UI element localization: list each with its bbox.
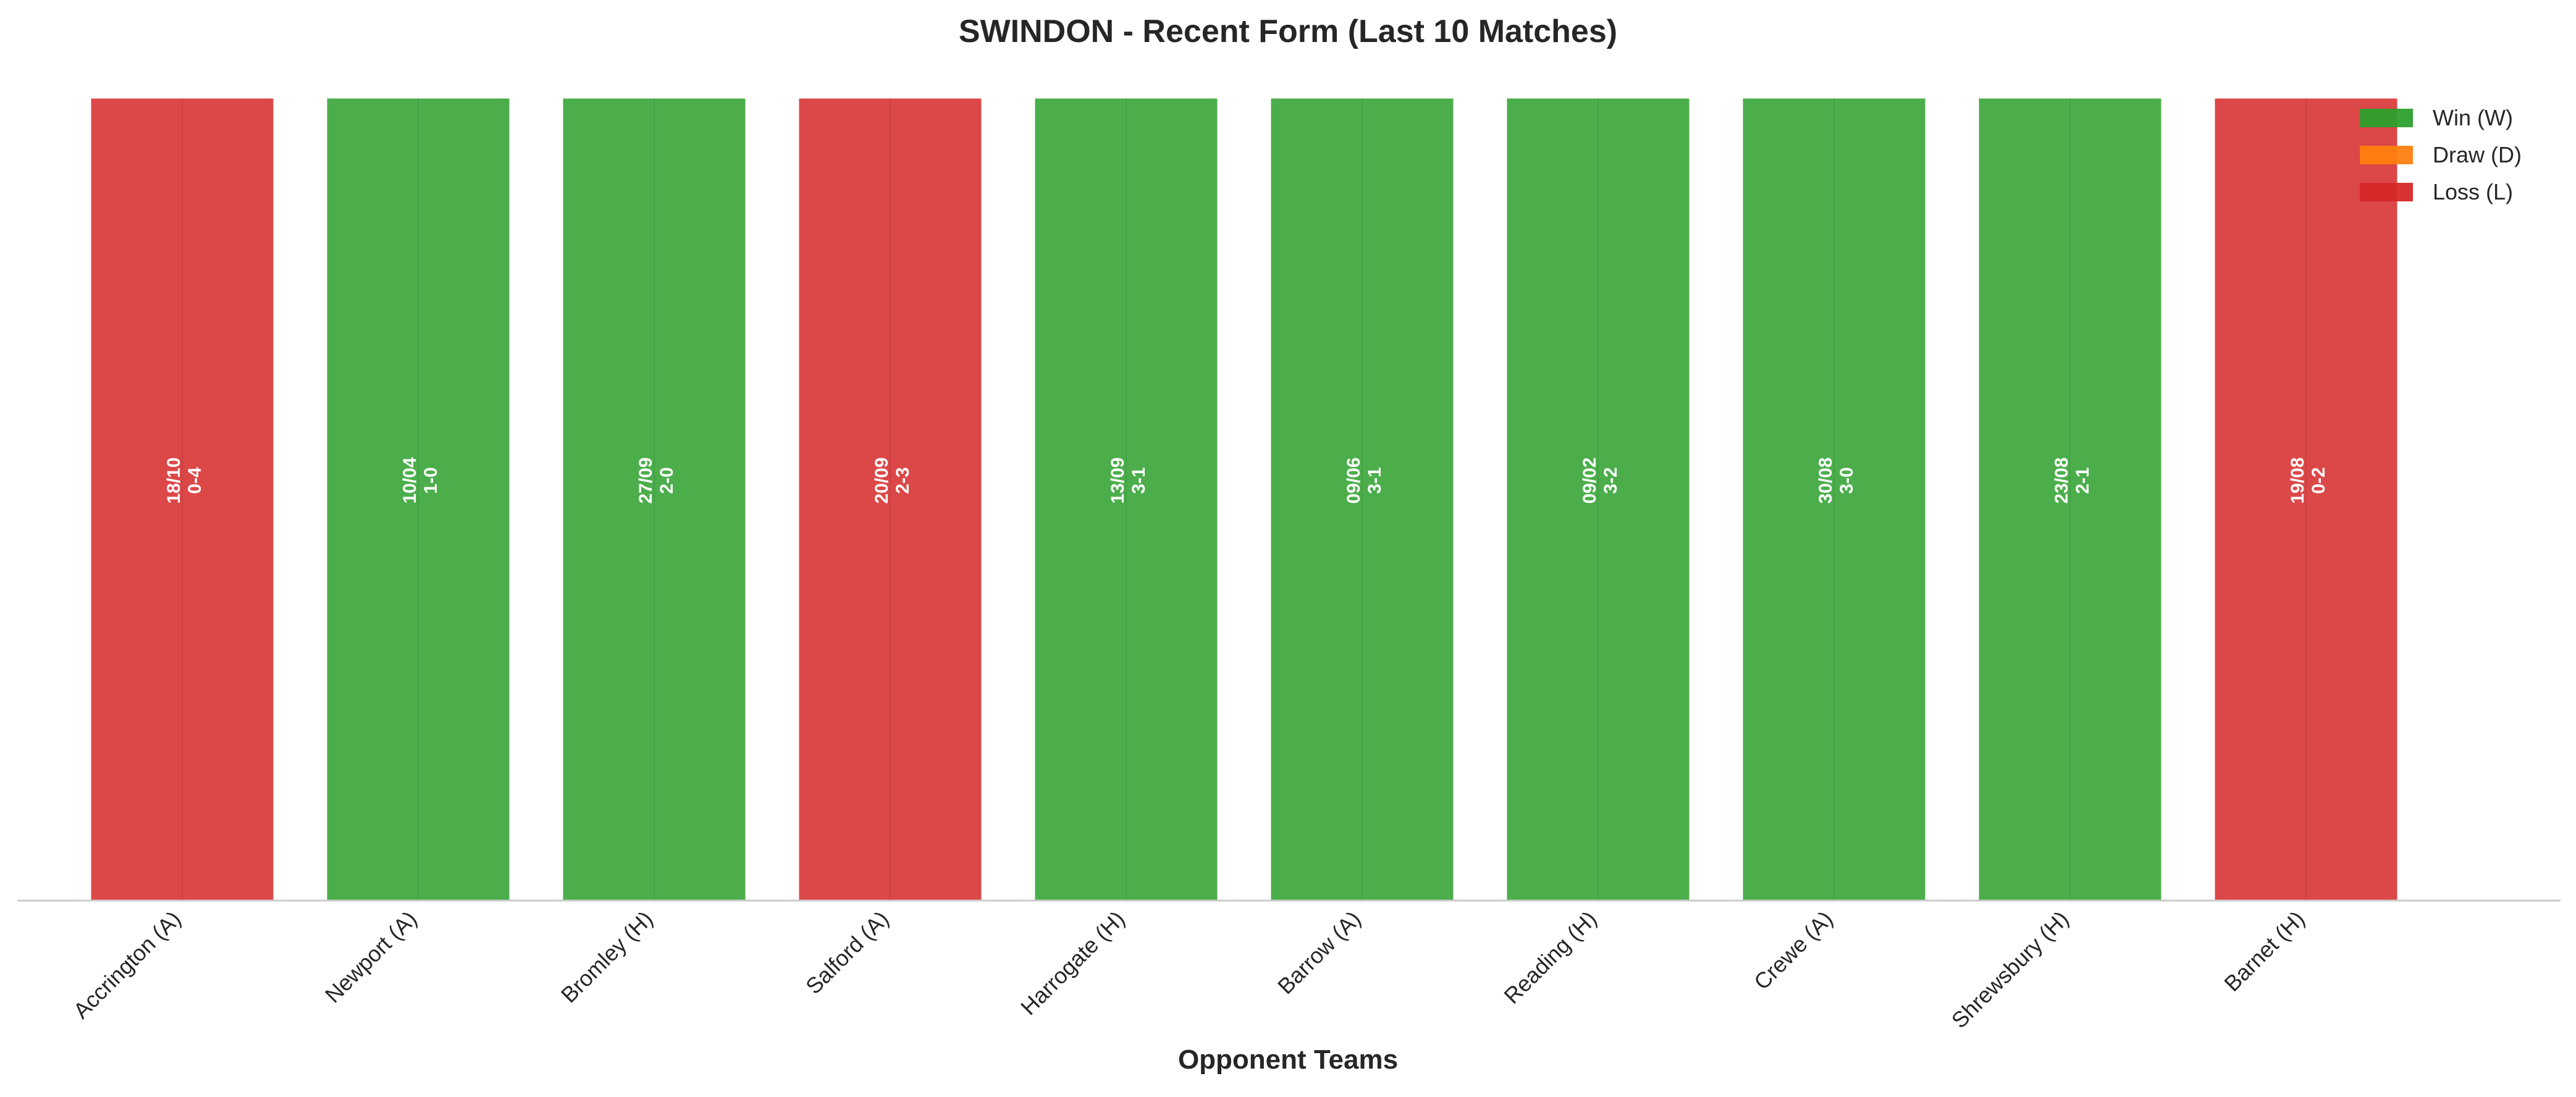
x-tick-label: Crewe (A) (1749, 906, 1838, 995)
bar-6-W (1269, 96, 1455, 902)
bar-label-date: 23/08 (2052, 457, 2072, 503)
bar-label-date: 09/02 (1580, 457, 1600, 503)
legend-label-D: Draw (D) (2433, 142, 2522, 167)
bar-label-date: 09/06 (1344, 457, 1364, 503)
x-tick-label: Barrow (A) (1273, 906, 1366, 999)
x-tick-label: Newport (A) (320, 906, 422, 1008)
bar-label-score: 3-1 (1129, 467, 1149, 494)
bar-label: 09/023-2 (1580, 457, 1621, 503)
bar-label: 18/100-4 (164, 457, 205, 503)
legend-swatch-W (2360, 109, 2413, 127)
bar-2-W (325, 96, 511, 902)
bar-label-date: 27/09 (636, 457, 656, 503)
bar-label-score: 2-1 (2073, 467, 2093, 494)
bar-label: 20/092-3 (872, 457, 913, 503)
bar-label-date: 13/09 (1108, 457, 1128, 503)
bar-label: 13/093-1 (1108, 457, 1149, 503)
legend-swatch-D (2360, 146, 2413, 164)
bar-label-date: 19/08 (2288, 457, 2308, 503)
x-tick-label: Bromley (H) (556, 906, 658, 1008)
x-tick-label: Accrington (A) (68, 906, 185, 1023)
bar-label-score: 0-4 (185, 467, 205, 494)
bar-5-W (1033, 96, 1219, 902)
bar-label-date: 20/09 (872, 457, 892, 503)
bar-1-L (89, 96, 276, 902)
bar-label-date: 10/04 (400, 457, 420, 503)
bar-label-score: 0-2 (2309, 467, 2329, 494)
x-tick-label: Shrewsbury (H) (1947, 906, 2074, 1033)
x-tick-label: Harrogate (H) (1016, 906, 1130, 1020)
bar-label-score: 3-2 (1601, 467, 1621, 494)
legend-label-L: Loss (L) (2433, 179, 2513, 204)
bar-3-W (561, 96, 747, 902)
bar-label-date: 30/08 (1816, 457, 1836, 503)
bar-label: 23/082-1 (2052, 457, 2093, 503)
bar-10-L (2213, 96, 2399, 902)
bar-label-score: 3-0 (1837, 467, 1857, 494)
bars-layer: 18/100-4 10/041-0 27/092-0 20/092-3 13/093-1… (89, 96, 2399, 902)
bar-label-date: 18/10 (164, 457, 184, 503)
bar-4-L (797, 96, 983, 902)
bar-label-score: 3-1 (1365, 467, 1385, 494)
bar-label-score: 2-0 (657, 467, 677, 494)
bar-7-W (1505, 96, 1691, 902)
x-tick-label: Barnet (H) (2219, 906, 2309, 996)
x-tick-label: Salford (A) (801, 906, 894, 999)
bar-label-score: 2-3 (893, 467, 913, 494)
legend: Win (W) Draw (D) Loss (L) (2360, 105, 2522, 204)
bar-label: 30/083-0 (1816, 457, 1857, 503)
x-tick-label: Reading (H) (1499, 906, 1601, 1009)
chart-title: SWINDON - Recent Form (Last 10 Matches) (959, 14, 1617, 49)
legend-label-W: Win (W) (2433, 105, 2513, 130)
bar-label: 09/063-1 (1344, 457, 1385, 503)
bar-label-score: 1-0 (421, 467, 441, 494)
x-tick-labels: Accrington (A) Newport (A) Bromley (H) Salf… (68, 906, 2309, 1033)
bar-label: 10/041-0 (400, 457, 441, 503)
x-axis-label: Opponent Teams (1178, 1044, 1398, 1075)
bar-label: 19/080-2 (2288, 457, 2329, 503)
legend-swatch-L (2360, 183, 2413, 201)
bar-label: 27/092-0 (636, 457, 677, 503)
